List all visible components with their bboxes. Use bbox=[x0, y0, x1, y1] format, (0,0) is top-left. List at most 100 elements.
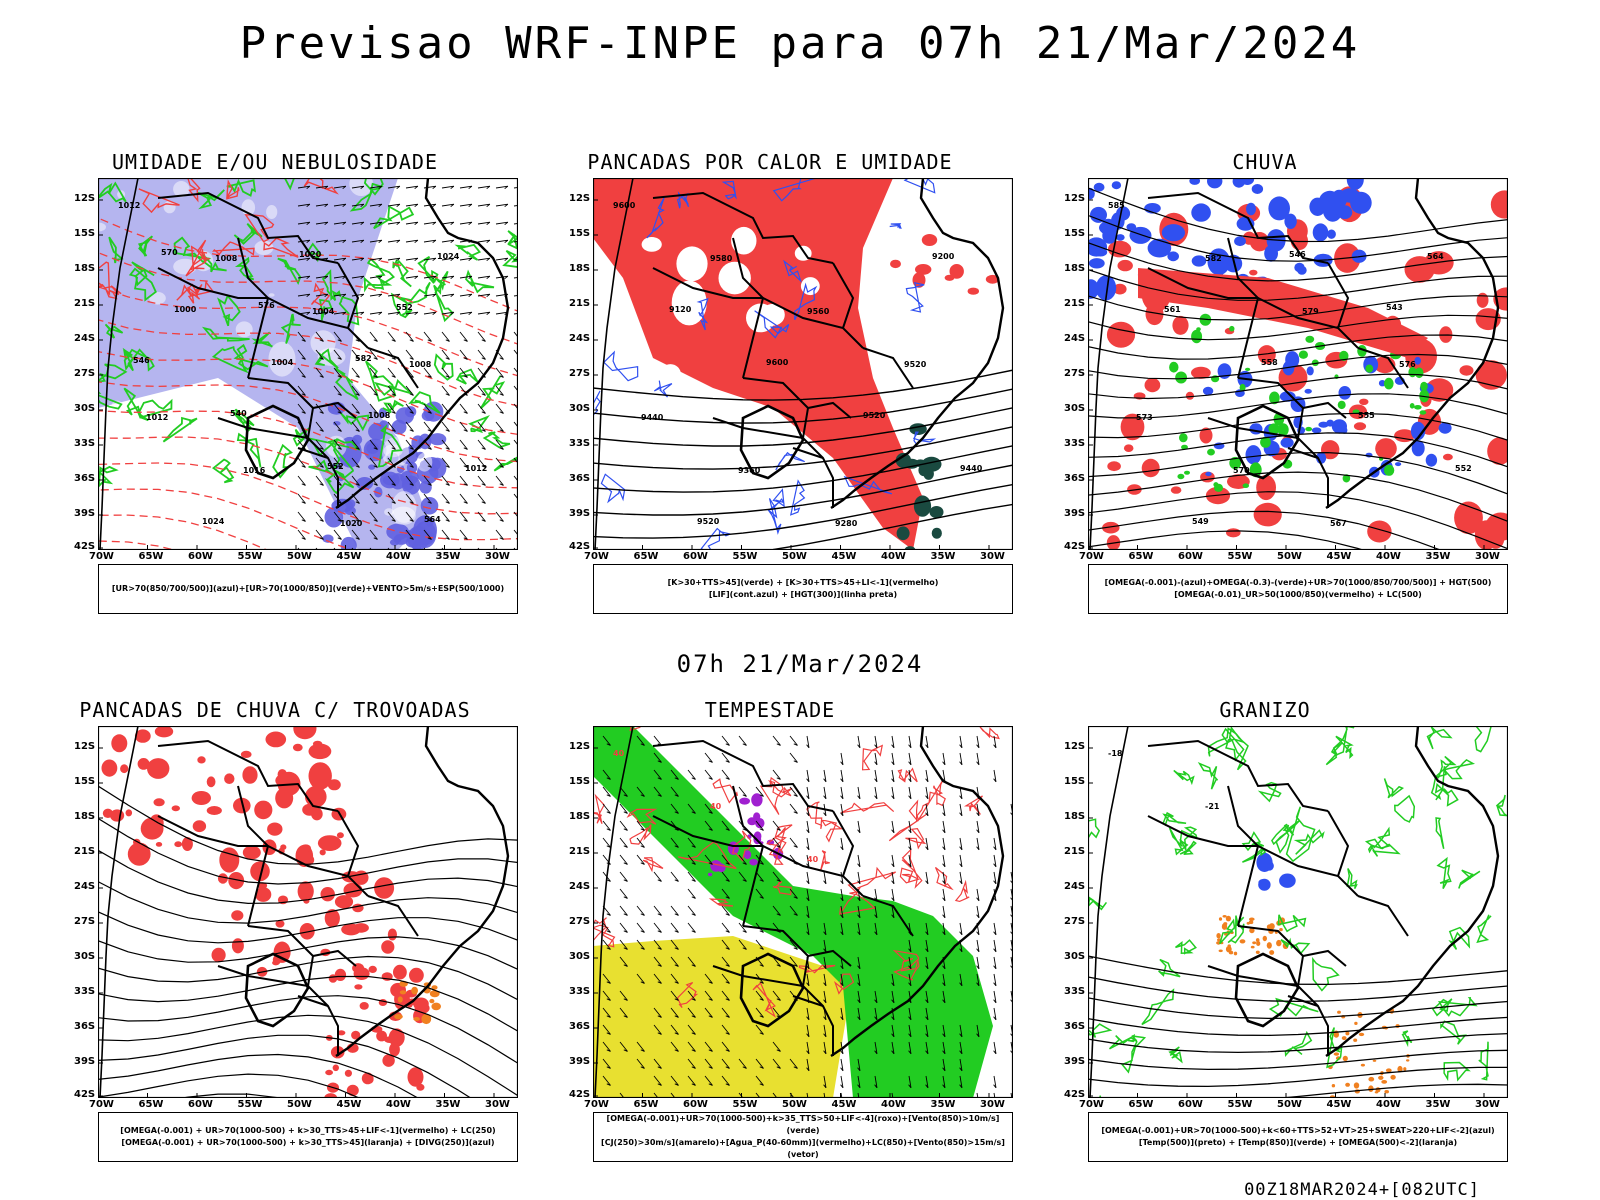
lon-tick-label: 45W bbox=[336, 1099, 362, 1110]
panel-legend: [UR>70(850/700/500)](azul)+[UR>70(1000/8… bbox=[98, 564, 518, 614]
lat-tick-label: 39S bbox=[74, 1056, 96, 1067]
lon-tick-label: 35W bbox=[1425, 1099, 1451, 1110]
legend-line: [LIF](cont.azul) + [HGT(300)](linha pret… bbox=[708, 590, 898, 599]
map-umidade: 1012 1008 1004 1008 1012 1016 1020 1024 1000 1004… bbox=[74, 178, 518, 562]
lat-tick-label: 36S bbox=[1064, 1021, 1086, 1032]
lon-tick-label: 35W bbox=[435, 551, 461, 562]
isoline-label: 1016 bbox=[243, 466, 266, 475]
isoline-label: 1020 bbox=[340, 519, 363, 528]
lon-tick-label: 70W bbox=[584, 1099, 609, 1110]
isoline-label: 9280 bbox=[835, 519, 858, 528]
isoline-label: 9200 bbox=[932, 252, 955, 261]
lat-tick-label: 21S bbox=[1064, 846, 1086, 857]
lon-tick-label: 45W bbox=[336, 551, 362, 562]
map-canvas: -18 -21 bbox=[1088, 726, 1508, 1098]
isoline-label: 9120 bbox=[669, 305, 692, 314]
lat-tick-label: 21S bbox=[74, 846, 96, 857]
lat-tick-label: 39S bbox=[569, 1056, 591, 1067]
lat-tick-label: 27S bbox=[1064, 916, 1086, 927]
lat-tick-label: 15S bbox=[569, 228, 591, 239]
panel-legend: [OMEGA(-0.001)+UR>70(1000-500)+k>35_TTS>… bbox=[593, 1112, 1013, 1162]
lon-tick-label: 40W bbox=[881, 1099, 906, 1110]
lat-tick-label: 21S bbox=[569, 298, 591, 309]
lat-tick-label: 33S bbox=[74, 438, 96, 449]
lon-tick-label: 45W bbox=[1326, 1099, 1352, 1110]
lon-tick-label: 60W bbox=[683, 551, 708, 562]
lon-tick-label: 65W bbox=[633, 551, 659, 562]
isoline-label: 9600 bbox=[613, 201, 636, 210]
isoline-label: 1012 bbox=[118, 201, 140, 210]
lat-tick-label: 33S bbox=[569, 986, 591, 997]
isoline-label: 552 bbox=[327, 462, 344, 471]
lon-tick-label: 40W bbox=[386, 551, 411, 562]
map-canvas: 1012 1008 1004 1008 1012 1016 1020 1024 1000 1004… bbox=[98, 178, 518, 550]
lon-tick-label: 55W bbox=[237, 551, 263, 562]
lon-tick-label: 35W bbox=[435, 1099, 461, 1110]
legend-line: [OMEGA(-0.001)+UR>70(1000-500)+k<60+TTS>… bbox=[1101, 1126, 1495, 1135]
lat-tick-label: 42S bbox=[1064, 541, 1086, 552]
lat-tick-label: 18S bbox=[74, 263, 96, 274]
isoline-label: 9440 bbox=[641, 413, 664, 422]
map-granizo: -18 -21 12S 15S 18S 21S 24S 27S 30S 33S 36S 39S 42S 7… bbox=[1064, 726, 1508, 1110]
map-canvas bbox=[98, 726, 518, 1098]
isoline-label: 40 bbox=[807, 855, 819, 864]
panel-title: UMIDADE E/OU NEBULOSIDADE bbox=[111, 150, 439, 174]
lon-tick-label: 70W bbox=[1079, 1099, 1104, 1110]
lat-tick-label: 15S bbox=[1064, 228, 1086, 239]
lat-tick-label: 42S bbox=[569, 1089, 591, 1100]
lat-tick-label: 36S bbox=[569, 473, 591, 484]
map-canvas: 40 40 40 bbox=[593, 726, 1013, 1098]
lat-tick-label: 36S bbox=[74, 1021, 96, 1032]
lat-tick-label: 30S bbox=[1064, 951, 1086, 962]
lat-tick-label: 42S bbox=[1064, 1089, 1086, 1100]
lon-tick-label: 40W bbox=[1376, 551, 1401, 562]
lat-tick-label: 18S bbox=[569, 811, 591, 822]
legend-line: [K>30+TTS>45](verde) + [K>30+TTS>45+LI<-… bbox=[667, 578, 939, 587]
isoline-label: 9560 bbox=[807, 307, 830, 316]
lon-tick-label: 35W bbox=[1425, 551, 1451, 562]
isoline-label: 40 bbox=[710, 802, 722, 811]
lon-tick-label: 50W bbox=[287, 551, 312, 562]
isoline-label: 552 bbox=[1455, 464, 1472, 473]
lat-tick-label: 24S bbox=[1064, 881, 1086, 892]
isoline-label: 1012 bbox=[146, 413, 168, 422]
lat-tick-label: 30S bbox=[569, 403, 591, 414]
panel-legend: [OMEGA(-0.001)-(azul)+OMEGA(-0.3)-(verde… bbox=[1088, 564, 1508, 614]
lon-tick-label: 55W bbox=[732, 551, 758, 562]
legend-line: [UR>70(850/700/500)](azul)+[UR>70(1000/8… bbox=[111, 584, 505, 593]
isoline-label: 555 bbox=[1358, 411, 1375, 420]
lat-tick-label: 24S bbox=[74, 881, 96, 892]
lon-tick-label: 50W bbox=[1277, 551, 1302, 562]
lat-tick-label: 15S bbox=[74, 228, 96, 239]
isoline-label: 582 bbox=[1205, 254, 1222, 263]
panel-title: PANCADAS POR CALOR E UMIDADE bbox=[587, 150, 953, 174]
lat-tick-label: 39S bbox=[569, 508, 591, 519]
lat-tick-label: 36S bbox=[569, 1021, 591, 1032]
panel-umidade: UMIDADE E/OU NEBULOSIDADE 1012 1008 1004 10… bbox=[60, 150, 518, 640]
isoline-label: 9600 bbox=[766, 358, 789, 367]
lat-tick-label: 36S bbox=[74, 473, 96, 484]
lat-tick-label: 27S bbox=[569, 916, 591, 927]
panel-trovoadas: PANCADAS DE CHUVA C/ TROVOADAS 12S 15S 18S… bbox=[60, 698, 518, 1188]
legend-line: [Temp(500)](preto) + [Temp(850)](verde) … bbox=[1138, 1138, 1458, 1147]
panel-title: PANCADAS DE CHUVA C/ TROVOADAS bbox=[79, 698, 471, 722]
lon-tick-label: 70W bbox=[1079, 551, 1104, 562]
lat-tick-label: 21S bbox=[569, 846, 591, 857]
lat-tick-label: 27S bbox=[74, 916, 96, 927]
lat-tick-label: 27S bbox=[569, 368, 591, 379]
lon-tick-label: 40W bbox=[881, 551, 906, 562]
map-canvas: 585 582 579 576 573 570 567 564 561 558 555 552 549 5… bbox=[1088, 178, 1508, 550]
isoline-label: 567 bbox=[1330, 519, 1347, 528]
isoline-label: 546 bbox=[133, 356, 150, 365]
panel-pancadas: PANCADAS POR CALOR E UMIDADE 9600 9580 956… bbox=[555, 150, 1013, 640]
panel-title: CHUVA bbox=[1232, 150, 1298, 174]
lon-tick-label: 70W bbox=[89, 1099, 114, 1110]
run-timestamp: 00Z18MAR2024+[082UTC] bbox=[1244, 1180, 1480, 1200]
isoline-label: 576 bbox=[1399, 360, 1416, 369]
isoline-label: 1024 bbox=[437, 252, 460, 261]
isoline-label: 543 bbox=[1386, 303, 1403, 312]
panel-legend: [OMEGA(-0.001)+UR>70(1000-500)+k<60+TTS>… bbox=[1088, 1112, 1508, 1162]
lon-tick-label: 50W bbox=[287, 1099, 312, 1110]
isoline-label: -18 bbox=[1108, 749, 1123, 758]
panel-legend: [K>30+TTS>45](verde) + [K>30+TTS>45+LI<-… bbox=[593, 564, 1013, 614]
